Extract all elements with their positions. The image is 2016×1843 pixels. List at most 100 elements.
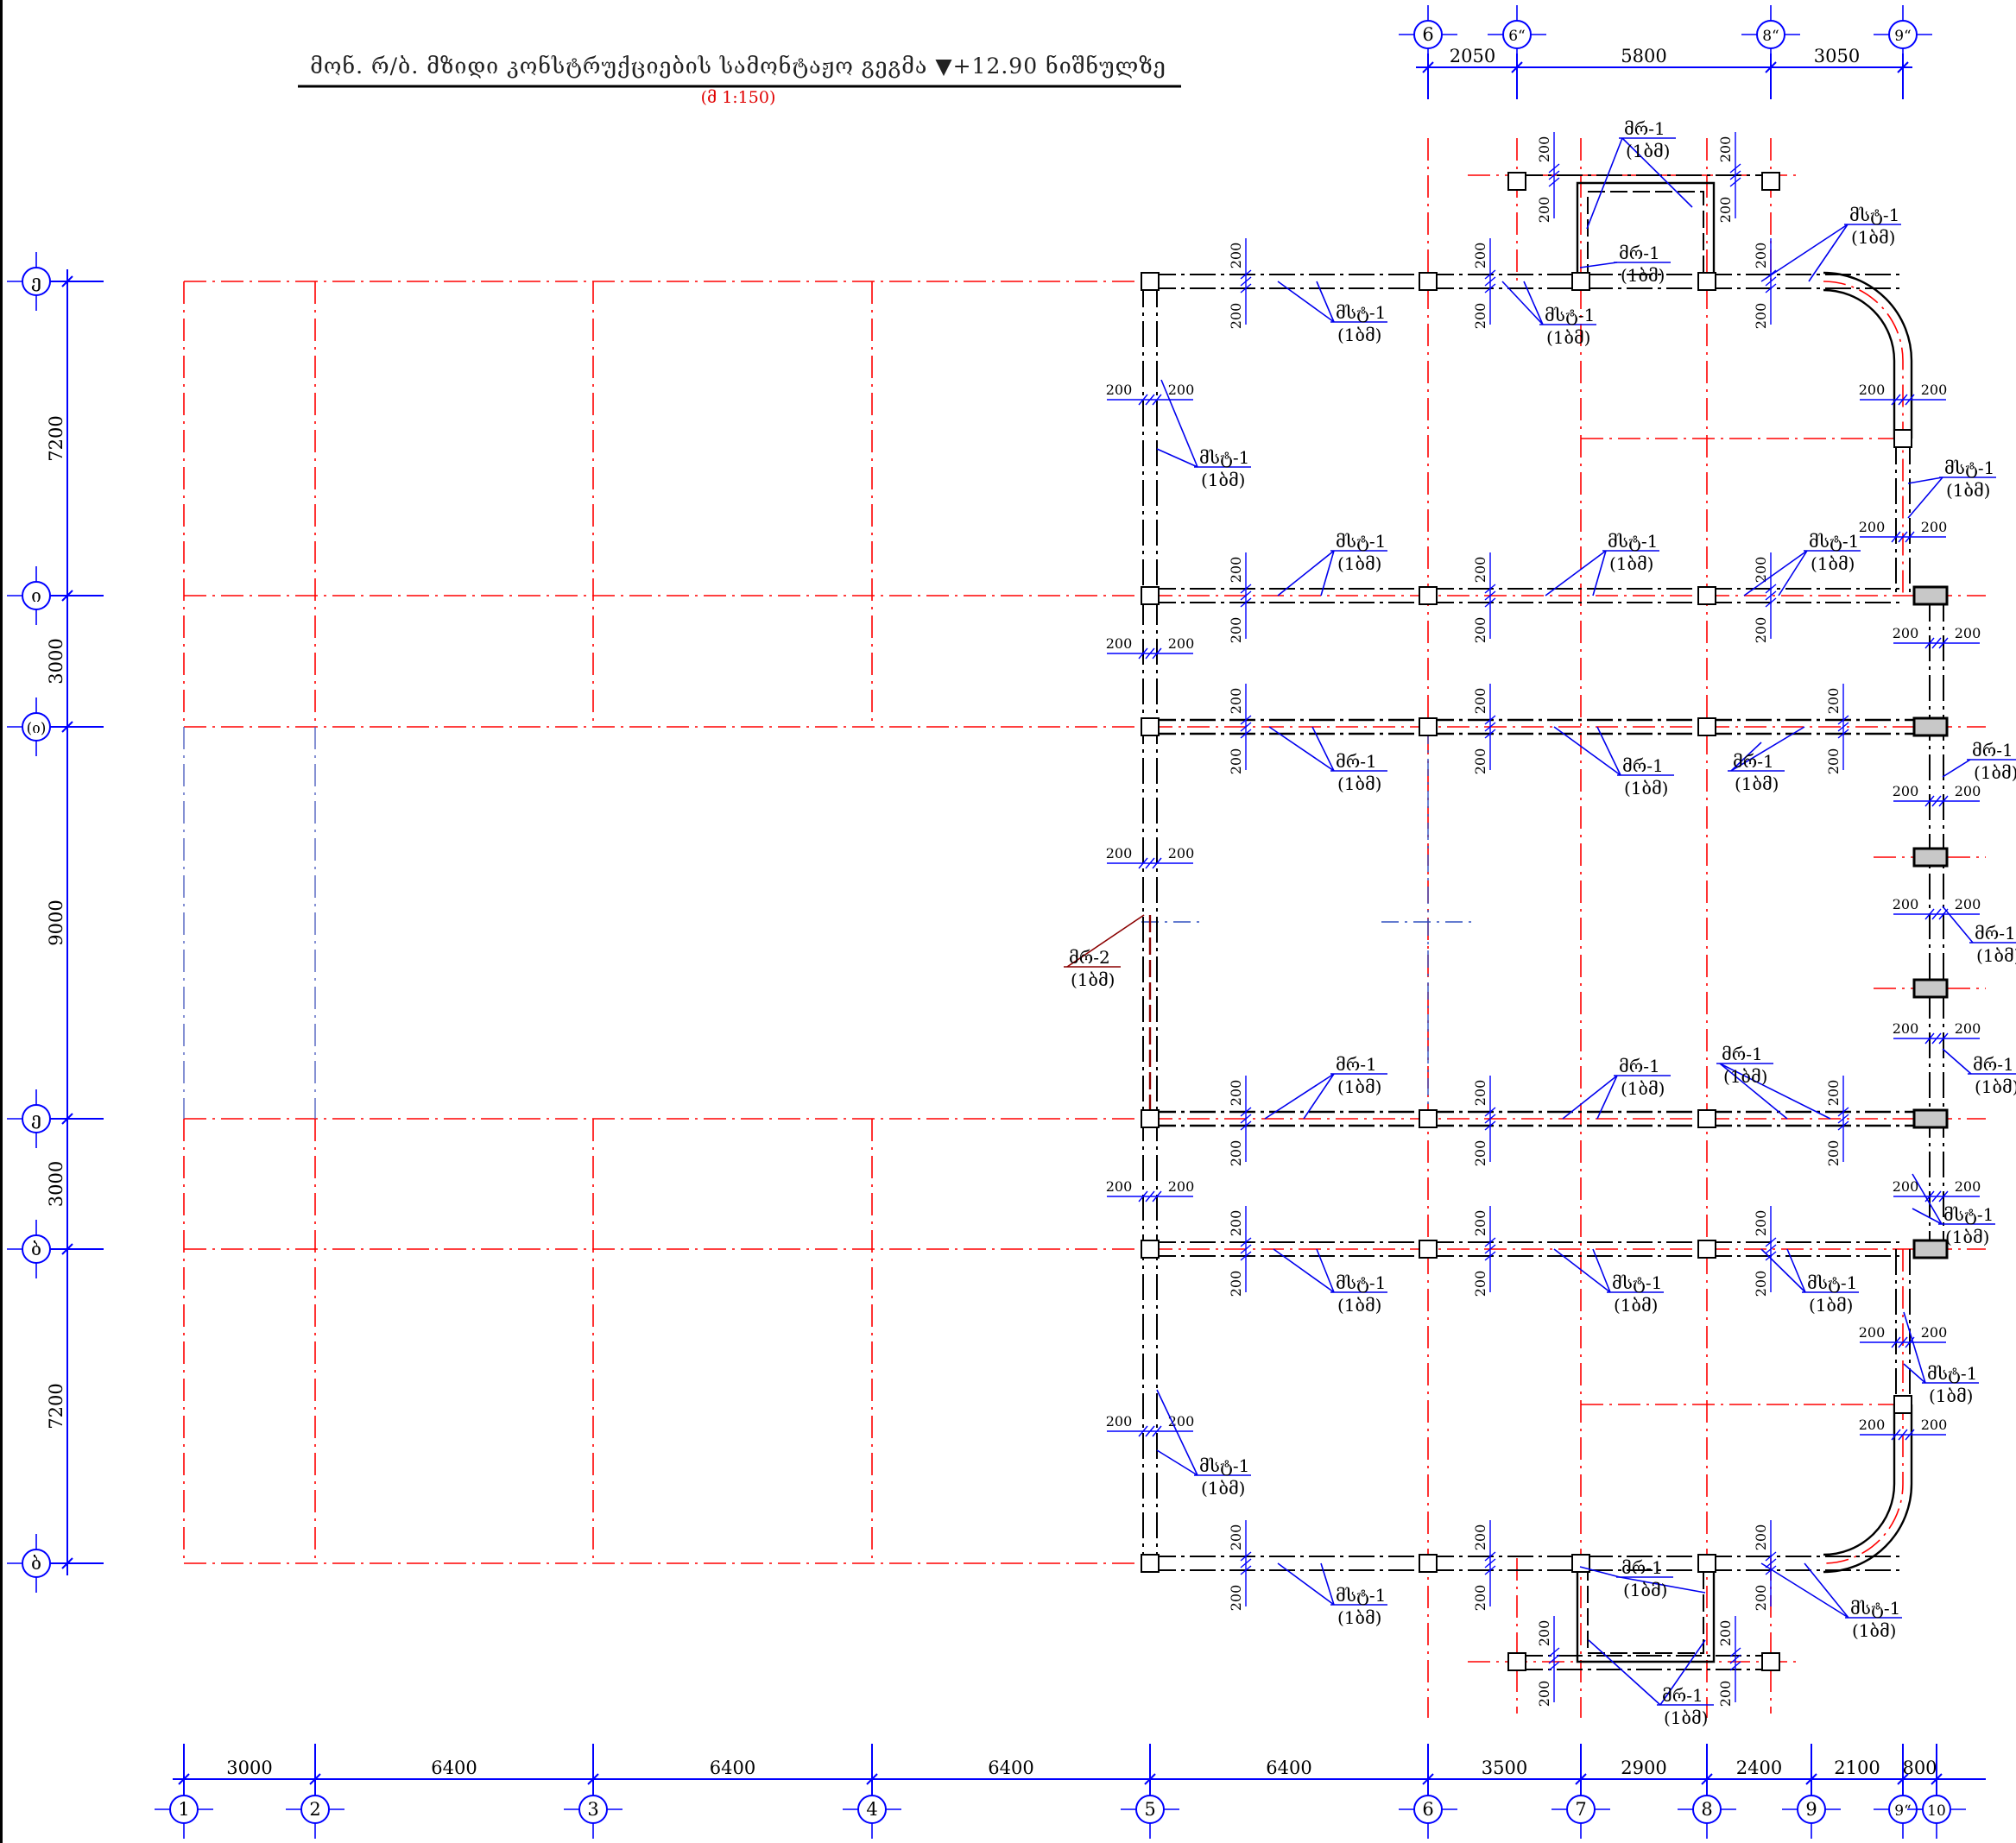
- dimension-tick: [1905, 1336, 1915, 1348]
- dimension-value: 2900: [1621, 1758, 1666, 1778]
- dimension-tick: [1240, 715, 1252, 725]
- callout-mst1-ref: (1ბმ): [1945, 1227, 1989, 1247]
- dimension-tick: [1511, 61, 1523, 73]
- thickness-dim: 200: [1228, 748, 1244, 775]
- callout-mr1-ref: (1ბმ): [1624, 778, 1668, 798]
- callout-mr2-code: მრ-2: [1069, 947, 1110, 968]
- thickness-dim: 200: [1106, 845, 1133, 862]
- dimension-tick: [61, 590, 73, 602]
- column: [1507, 1652, 1526, 1671]
- callout-mr1-code: მრ-1: [1619, 1056, 1660, 1076]
- column: [1912, 1239, 1949, 1259]
- dimension-tick: [178, 1773, 190, 1785]
- dimension-tick: [1897, 61, 1909, 73]
- dimension-tick: [1484, 1251, 1496, 1261]
- axis-bubble: [1413, 1795, 1443, 1824]
- thickness-dim: 200: [1825, 748, 1842, 775]
- callout-mst1-ref: (1ბმ): [1946, 480, 1990, 501]
- callout-mr1-code: მრ-1: [1621, 1557, 1663, 1578]
- thickness-dim: 200: [1228, 1080, 1244, 1107]
- thickness-dim: 200: [1717, 197, 1734, 224]
- callout-mr1-ref: (1ბმ): [1735, 773, 1779, 794]
- column: [1697, 1240, 1716, 1259]
- dimension-tick: [1240, 1244, 1252, 1254]
- dimension-tick: [1905, 394, 1915, 406]
- thickness-dim: 200: [1717, 1681, 1734, 1707]
- thickness-dim: 200: [1893, 896, 1919, 912]
- leader-line: [1730, 726, 1805, 772]
- callout-mst1-ref: (1ბმ): [1337, 1607, 1381, 1628]
- dimension-tick: [1931, 795, 1942, 807]
- callout-mst1-ref: (1ბმ): [1201, 470, 1245, 490]
- leader-line: [1156, 1449, 1198, 1476]
- leader-line: [1553, 726, 1621, 776]
- leader-line: [1596, 1075, 1618, 1120]
- axis-label-bottom: 10: [1927, 1802, 1946, 1820]
- thickness-dim: 200: [1753, 1524, 1769, 1551]
- dimension-tick: [1240, 283, 1252, 293]
- dimension-tick: [1898, 1429, 1908, 1441]
- thickness-dim: 200: [1825, 1080, 1842, 1107]
- leader-line: [1156, 1389, 1198, 1476]
- dimension-value: 3000: [226, 1758, 272, 1778]
- leader-line: [1912, 1208, 1943, 1225]
- dimension-tick: [1891, 394, 1901, 406]
- leader-line: [1760, 224, 1849, 282]
- callout-mst1-ref: (1ბმ): [1852, 1620, 1896, 1641]
- thickness-dim: 200: [1753, 1585, 1769, 1612]
- thickness-dim: 200: [1921, 1417, 1948, 1433]
- thickness-dim: 200: [1228, 688, 1244, 715]
- dimension-tick: [1765, 1237, 1777, 1247]
- axis-label-bottom: 7: [1575, 1799, 1586, 1820]
- dimension-tick: [1484, 715, 1496, 725]
- column: [1893, 429, 1912, 448]
- dimension-value: 9000: [46, 899, 66, 945]
- thickness-dim: 200: [1106, 1413, 1133, 1430]
- leader-line: [1619, 1576, 1706, 1594]
- thickness-dim: 200: [1921, 382, 1948, 398]
- thickness-dim: 200: [1228, 303, 1244, 330]
- dimension-value: 7200: [46, 1383, 66, 1429]
- dimension-tick: [1837, 1107, 1849, 1117]
- thickness-dim: 200: [1472, 557, 1488, 584]
- axis-bubble: [22, 1234, 51, 1264]
- dimension-tick: [1837, 715, 1849, 725]
- axis-bubble: [22, 712, 51, 742]
- dimension-tick: [1240, 1565, 1252, 1575]
- leader-line: [1760, 1248, 1806, 1293]
- drawing-scale: (მ 1:150): [700, 88, 776, 107]
- column: [1141, 1554, 1160, 1573]
- thickness-dim: 200: [1228, 1271, 1244, 1297]
- leader-line: [1808, 224, 1849, 282]
- leader-line: [1596, 726, 1621, 776]
- thickness-dim: 200: [1536, 1681, 1552, 1707]
- thickness-dim: 200: [1228, 617, 1244, 644]
- thickness-dim: 200: [1717, 136, 1734, 163]
- dimension-value: 3000: [46, 638, 66, 684]
- thickness-dim: 200: [1472, 1524, 1488, 1551]
- thickness-dim: 200: [1472, 1210, 1488, 1237]
- dimension-tick: [1729, 170, 1741, 180]
- callout-mr1-code: მრ-1: [1336, 1054, 1377, 1075]
- axis-bubble: [1888, 20, 1918, 49]
- dimension-value: 6400: [988, 1758, 1033, 1778]
- callout-mst1-code: მსტ-1: [1336, 302, 1386, 323]
- dimension-tick: [1152, 1425, 1162, 1437]
- dimension-value: 6400: [431, 1758, 477, 1778]
- leader-line: [1778, 550, 1808, 596]
- axis-bubble: [1413, 20, 1443, 49]
- thickness-dim: 200: [1106, 382, 1133, 398]
- callout-mr1-code: მრ-1: [1624, 118, 1665, 139]
- dimension-tick: [1931, 1773, 1943, 1785]
- column: [1507, 172, 1526, 191]
- dimension-tick: [1240, 729, 1252, 739]
- thickness-dim: 200: [1472, 243, 1488, 269]
- column: [1912, 716, 1949, 737]
- leader-line: [1786, 1248, 1806, 1293]
- dimension-tick: [1145, 1190, 1155, 1202]
- dimension-tick: [1938, 1032, 1949, 1045]
- dimension-tick: [1548, 170, 1560, 180]
- dimension-tick: [1837, 1120, 1849, 1131]
- thickness-dim: 200: [1472, 688, 1488, 715]
- axis-label-top: 8“: [1762, 28, 1779, 45]
